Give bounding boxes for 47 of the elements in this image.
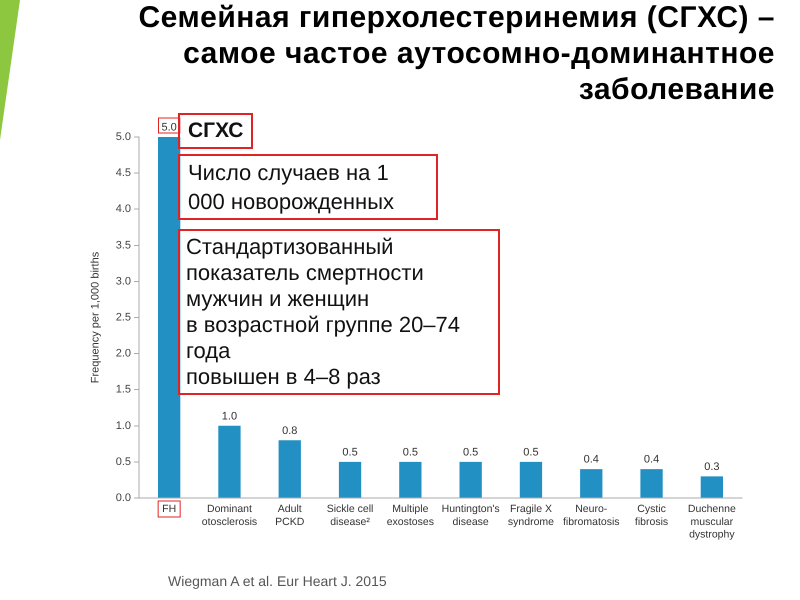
data-label: 1.0 — [222, 410, 238, 422]
data-label: 0.8 — [282, 424, 298, 437]
x-tick-label: Sickle cell disease² — [326, 503, 374, 528]
data-label: 0.4 — [644, 454, 660, 466]
data-label: 0.4 — [584, 454, 599, 466]
x-tick-label: Duchenne muscular dystrophy — [688, 503, 736, 540]
x-tick-label: Cystic fibrosis — [634, 503, 668, 528]
annotation: Число случаев на 1 000 новорожденных — [178, 154, 438, 220]
bar — [520, 462, 542, 498]
chart-title: Семейная гиперхолестеринемия (СГХС) – самое частое аутосомно-доминантное заболевание — [138, 0, 775, 108]
y-tick-label: 3.0 — [116, 275, 131, 288]
bar — [700, 476, 724, 498]
data-label: 0.5 — [342, 446, 358, 458]
bar — [399, 462, 422, 498]
text: Wiegman A et al. Eur Heart J. 2015 — [168, 572, 387, 590]
x-tick-label: Multiple exostoses — [386, 503, 434, 528]
y-tick-label: 1.0 — [116, 420, 131, 432]
bar — [640, 469, 663, 498]
y-tick-label: 4.0 — [116, 203, 131, 216]
y-tick-label: 3.5 — [116, 239, 131, 252]
y-tick-label: 5.0 — [116, 131, 131, 144]
data-label: 5.0 — [162, 122, 177, 134]
data-label: 0.5 — [523, 446, 539, 458]
y-tick-label: 0.0 — [116, 492, 131, 504]
y-axis-title: Frequency per 1,000 births — [90, 251, 102, 384]
y-tick-label: 2.5 — [116, 312, 131, 324]
x-tick-label: Fragile X syndrome — [508, 503, 554, 528]
data-label: 0.3 — [704, 460, 720, 473]
y-tick-label: 4.5 — [116, 167, 131, 180]
annotation: СГХС — [178, 113, 254, 149]
y-tick-label: 1.5 — [116, 384, 131, 396]
data-label: 0.5 — [402, 446, 418, 458]
x-tick-label: Neuro-fibromatosis — [562, 503, 620, 528]
bar — [278, 440, 301, 498]
x-tick-label: FH — [162, 503, 176, 516]
bar — [158, 137, 180, 498]
x-tick-label: Adult PCKD — [275, 503, 305, 528]
x-tick-label: Huntington's disease — [442, 503, 500, 528]
x-tick-label: Dominant otosclerosis — [202, 503, 258, 528]
bar — [338, 462, 362, 498]
data-label: 0.5 — [463, 446, 478, 458]
annotation: Стандартизованный показатель смертности мужчин и женщин в возрастной группе 20–74 года повышен в 4–8 раз — [178, 229, 500, 395]
bar — [459, 462, 482, 498]
y-tick-label: 0.5 — [116, 456, 131, 468]
y-tick-label: 2.0 — [116, 348, 131, 360]
bar — [580, 469, 602, 498]
bar — [218, 426, 241, 498]
